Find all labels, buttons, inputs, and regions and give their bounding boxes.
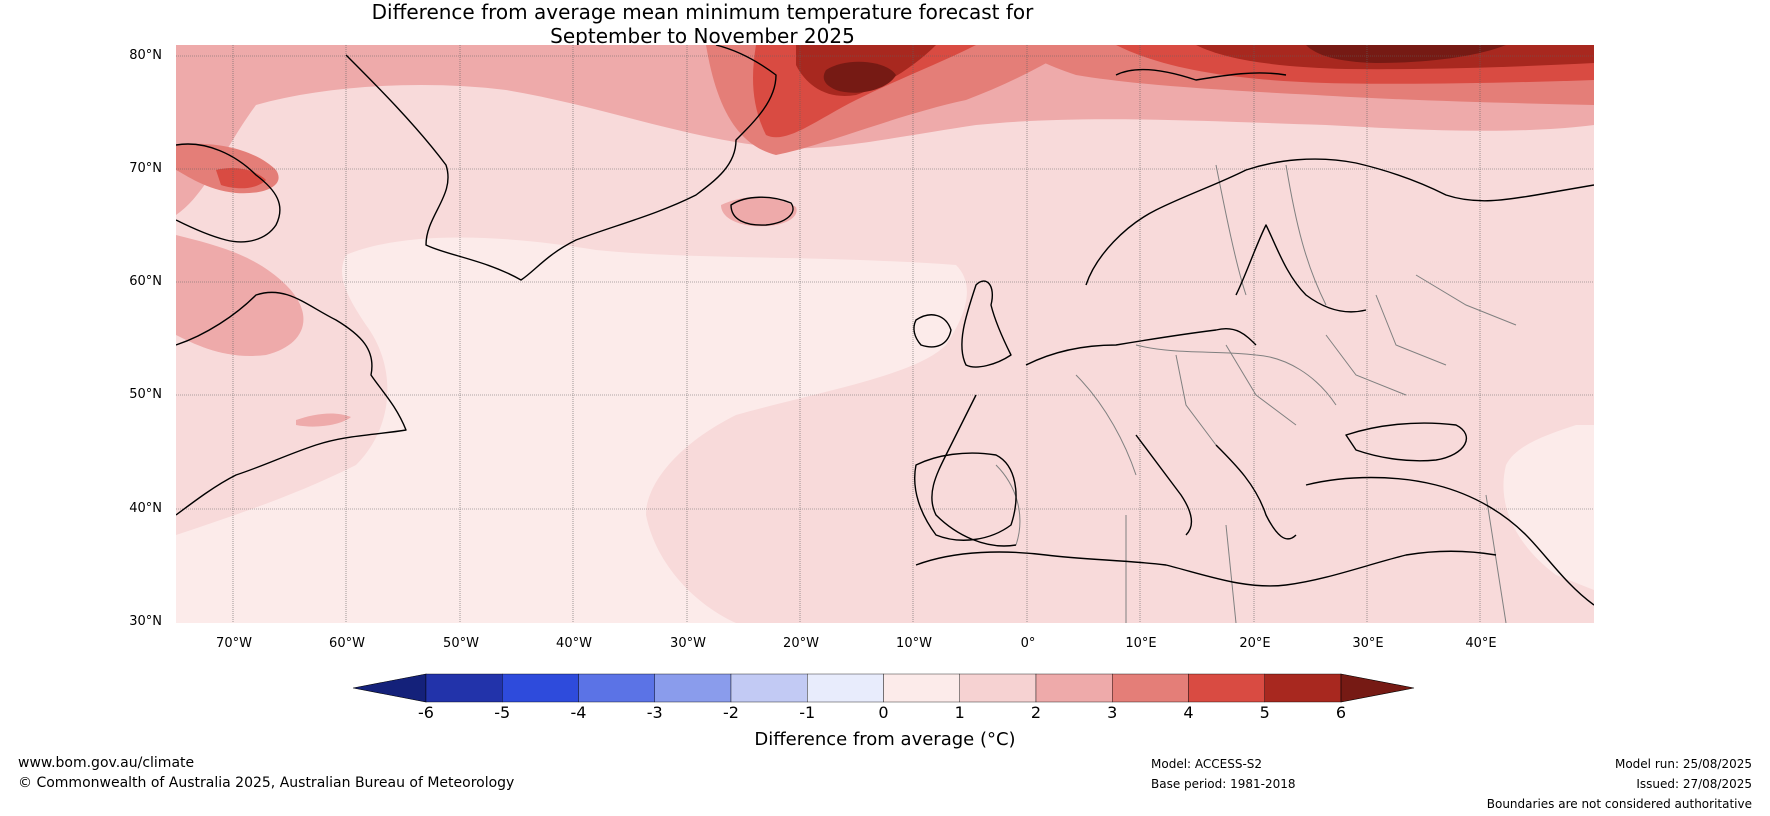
- coastline-greenland: [345, 45, 777, 281]
- map-svg: [176, 45, 1594, 623]
- colorbar-tick-label: 1: [954, 703, 965, 722]
- lon-label-50w: 50°W: [443, 636, 479, 651]
- country-borders: [995, 164, 1517, 623]
- lon-label-0: 0°: [1020, 636, 1036, 651]
- colorbar-tick-label: -6: [418, 703, 434, 722]
- colorbar-tick-label: -1: [799, 703, 816, 722]
- anomaly-zone-6-plus-svalbard: [823, 61, 896, 93]
- lon-label-10w: 10°W: [896, 636, 932, 651]
- colorbar-tick-label: 0: [878, 703, 889, 722]
- coastline-arctic-russia: [1115, 68, 1287, 81]
- lon-label-30e: 30°E: [1352, 636, 1384, 651]
- lat-label-60n: 60°N: [129, 274, 162, 289]
- model-run-text: Model run: 25/08/2025: [1614, 757, 1752, 771]
- coastline-continental-europe: [931, 328, 1257, 547]
- colorbar-box: [959, 673, 1037, 703]
- lon-label-20w: 20°W: [783, 636, 819, 651]
- coastline-greece: [1215, 444, 1297, 540]
- colorbar-box: [654, 673, 732, 703]
- colorbar-tick-label: -5: [494, 703, 511, 722]
- lon-label-40w: 40°W: [556, 636, 592, 651]
- forecast-map: [176, 45, 1594, 623]
- coastline-black-sea: [1345, 422, 1468, 462]
- graticule: [176, 45, 1594, 623]
- colorbar-tick-label: 3: [1107, 703, 1118, 722]
- website-link[interactable]: www.bom.gov.au/climate: [18, 755, 195, 771]
- colorbar-tick-label: 6: [1335, 703, 1347, 722]
- colorbar-tick-label: -2: [723, 703, 739, 722]
- lon-label-40e: 40°E: [1465, 636, 1497, 651]
- colorbar-box: [1188, 673, 1265, 703]
- coastline-italy: [1135, 434, 1193, 536]
- anomaly-zone-6-plus-kara-sea: [1306, 45, 1506, 63]
- colorbar-tick-label: 5: [1259, 703, 1270, 722]
- colorbar-box: [730, 673, 808, 703]
- lat-label-40n: 40°N: [129, 501, 162, 516]
- anomaly-zone-2-3-labrador: [176, 235, 304, 356]
- model-text: Model: ACCESS-S2: [1151, 757, 1263, 771]
- coastline-iceland: [730, 196, 794, 226]
- colorbar-box: [883, 673, 960, 703]
- anomaly-zone-2-3-iceland: [721, 196, 797, 227]
- colorbar-tick-label: 4: [1183, 703, 1194, 722]
- coastline-north-africa: [915, 550, 1497, 587]
- colorbar-tick-label: -3: [646, 703, 663, 722]
- lon-label-20e: 20°E: [1239, 636, 1271, 651]
- colorbar-extend-high: [1340, 673, 1415, 703]
- issued-text: Issued: 27/08/2025: [1636, 777, 1752, 791]
- anomaly-zone-0-1-turkey: [1503, 425, 1594, 590]
- colorbar-box: [1112, 673, 1189, 703]
- lat-label-70n: 70°N: [129, 161, 162, 176]
- lat-label-50n: 50°N: [129, 387, 162, 402]
- colorbar-tick-label: -4: [570, 703, 587, 722]
- colorbar-extend-low: [352, 673, 427, 703]
- coastline-scandinavia: [1085, 158, 1594, 286]
- lon-label-60w: 60°W: [329, 636, 365, 651]
- lat-label-30n: 30°N: [129, 614, 162, 629]
- anomaly-zone-0-1-atlantic: [176, 237, 967, 623]
- coastline-baltic: [1235, 224, 1367, 313]
- disclaimer-text: Boundaries are not considered authoritat…: [1486, 797, 1752, 811]
- lon-label-30w: 30°W: [670, 636, 706, 651]
- colorbar-box: [578, 673, 655, 703]
- colorbar-tick-label: 2: [1030, 703, 1042, 722]
- colorbar-label: Difference from average (°C): [0, 729, 1770, 750]
- colorbar-box: [425, 673, 503, 703]
- title-line-2: September to November 2025: [550, 24, 855, 48]
- coastline-iberia: [914, 452, 1017, 541]
- lon-label-10e: 10°E: [1125, 636, 1157, 651]
- title-line-1: Difference from average mean minimum tem…: [371, 0, 1034, 24]
- coastline-great-britain: [961, 280, 1012, 368]
- coastline-turkey: [1305, 476, 1594, 606]
- coastline-baffin: [176, 143, 281, 243]
- coastline-ireland: [913, 314, 952, 348]
- map-title: Difference from average mean minimum tem…: [0, 0, 1405, 48]
- coastline-labrador: [176, 291, 407, 516]
- colorbar-box: [1035, 673, 1113, 703]
- base-period-text: Base period: 1981-2018: [1151, 777, 1296, 791]
- lon-label-70w: 70°W: [216, 636, 252, 651]
- lat-label-80n: 80°N: [129, 48, 162, 63]
- coastlines: [176, 45, 1594, 606]
- copyright-text: © Commonwealth of Australia 2025, Austra…: [18, 775, 515, 791]
- colorbar-label-text: Difference from average (°C): [754, 729, 1016, 750]
- colorbar-box: [807, 673, 884, 703]
- anomaly-zone-2-3-newfoundland: [296, 413, 351, 427]
- colorbar-box: [1264, 673, 1342, 703]
- colorbar-svg: [352, 673, 1415, 703]
- colorbar: [352, 672, 1419, 708]
- colorbar-box: [502, 673, 579, 703]
